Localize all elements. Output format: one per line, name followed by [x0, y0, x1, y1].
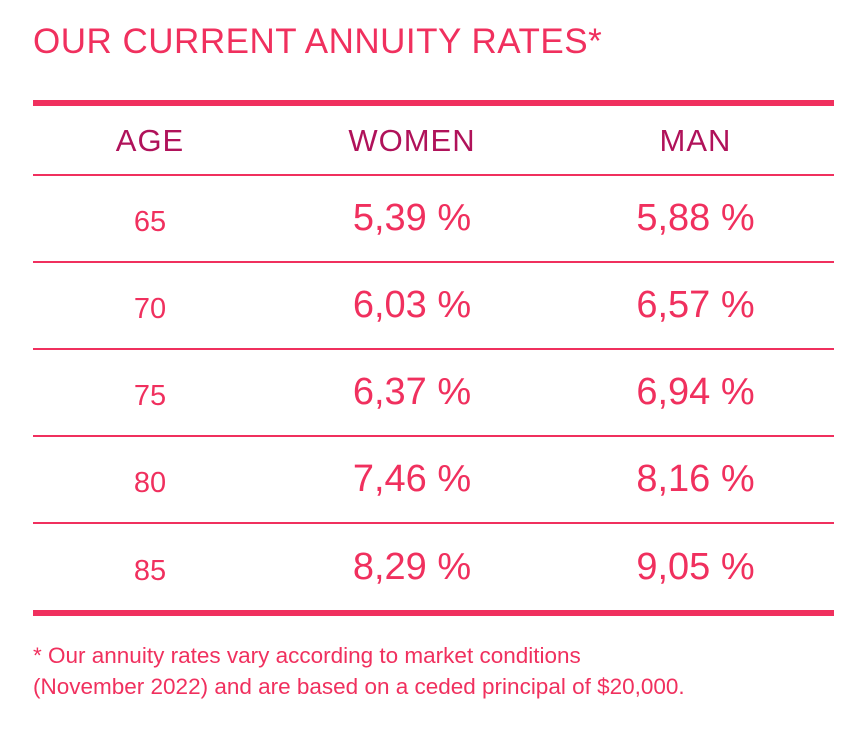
man-rate-cell: 6,57 %	[636, 284, 755, 326]
women-rate-cell: 7,46 %	[352, 458, 472, 500]
table-row: 65 5,39 % 5,88 %	[33, 176, 834, 263]
women-rate-cell: 5,39 %	[352, 197, 472, 239]
table-row: 80 7,46 % 8,16 %	[33, 437, 834, 524]
man-rate-cell: 5,88 %	[636, 197, 755, 239]
footnote-line-2: (November 2022) and are based on a ceded…	[33, 674, 685, 699]
table-row: 70 6,03 % 6,57 %	[33, 263, 834, 350]
table-row: 75 6,37 % 6,94 %	[33, 350, 834, 437]
age-cell: 80	[133, 467, 167, 499]
man-rate-cell: 8,16 %	[636, 458, 755, 500]
age-cell: 70	[133, 293, 167, 325]
header-man: MAN	[659, 123, 732, 158]
man-rate-cell: 6,94 %	[636, 371, 755, 413]
page-title: OUR CURRENT ANNUITY RATES*	[33, 22, 603, 61]
age-cell: 75	[133, 380, 167, 412]
women-rate-cell: 8,29 %	[352, 545, 472, 588]
table-header-row: AGE WOMEN MAN	[33, 106, 834, 176]
man-rate-cell: 9,05 %	[636, 545, 755, 588]
age-cell: 85	[133, 554, 167, 587]
footnote: * Our annuity rates vary according to ma…	[33, 640, 853, 702]
women-rate-cell: 6,03 %	[352, 284, 472, 326]
age-cell: 65	[133, 206, 167, 238]
header-age: AGE	[115, 123, 185, 158]
table-row: 85 8,29 % 9,05 %	[33, 524, 834, 610]
footnote-line-1: * Our annuity rates vary according to ma…	[33, 643, 581, 668]
header-women: WOMEN	[348, 123, 476, 158]
women-rate-cell: 6,37 %	[352, 371, 472, 413]
annuity-rates-table: AGE WOMEN MAN 65 5,39 % 5,88 % 70 6,03 %…	[33, 100, 834, 616]
